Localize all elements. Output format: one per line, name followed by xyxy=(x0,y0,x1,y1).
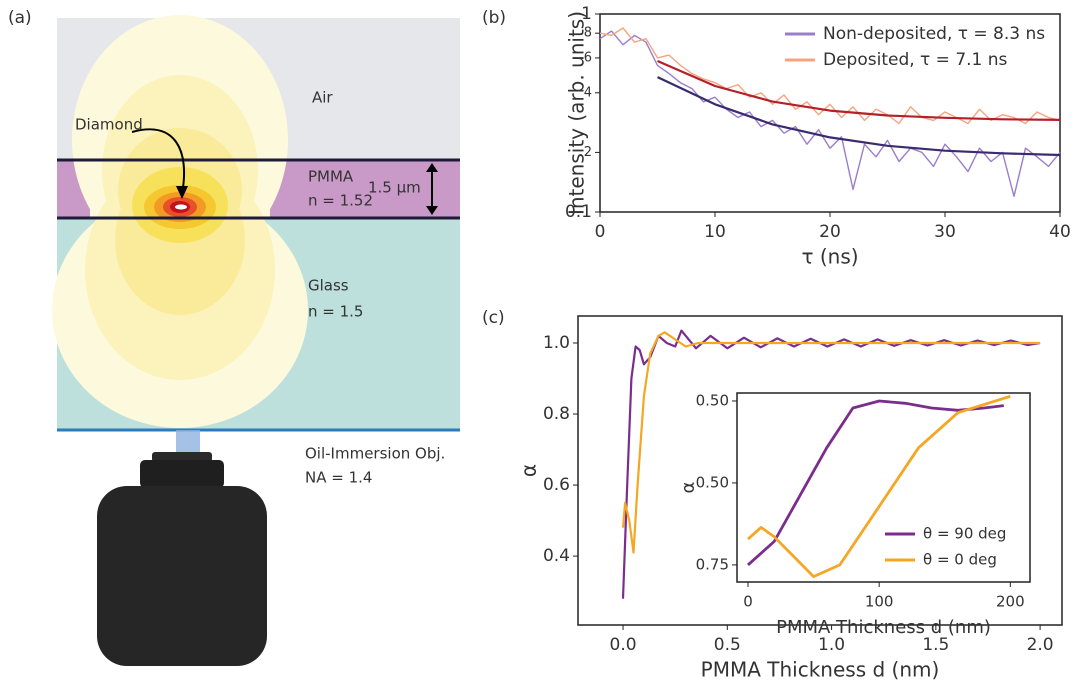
label: Air xyxy=(312,89,333,107)
objective-body xyxy=(97,486,267,666)
y-tick-label: 1.0 xyxy=(543,333,570,353)
y-tick-label: 0.8 xyxy=(543,404,570,424)
y-tick-label: 0.50 xyxy=(696,391,729,409)
x-tick-label: 200 xyxy=(996,593,1025,611)
x-tick-label: 0.5 xyxy=(714,635,741,655)
legend-label: θ = 0 deg xyxy=(923,551,997,569)
y-tick-label: 0.6 xyxy=(543,475,570,495)
x-tick-label: 0 xyxy=(595,222,606,242)
label: n = 1.52 xyxy=(308,192,373,210)
x-tick-label: 1.5 xyxy=(922,635,949,655)
y-tick-label: 2 xyxy=(584,145,592,160)
series-line xyxy=(599,27,1061,125)
label: Diamond xyxy=(75,116,143,134)
label: n = 1.5 xyxy=(308,303,363,321)
arrow xyxy=(131,128,186,195)
objective-tip xyxy=(152,452,212,462)
panel-label: (c) xyxy=(482,308,505,328)
y-tick-label: 4 xyxy=(584,85,592,100)
y-tick-label: 8 xyxy=(584,26,592,41)
x-axis-label: PMMA Thickness d (nm) xyxy=(701,658,940,682)
x-tick-label: 20 xyxy=(819,222,841,242)
x-tick-label: 1.0 xyxy=(818,635,845,655)
x-axis-label: τ (ns) xyxy=(801,245,858,269)
beam xyxy=(176,430,200,454)
x-tick-label: 0 xyxy=(743,593,753,611)
x-tick-label: 40 xyxy=(1049,222,1071,242)
y-tick-label: 6 xyxy=(584,50,592,65)
series-line xyxy=(657,76,1061,157)
arrowhead xyxy=(176,186,188,199)
series-line xyxy=(621,331,1041,554)
y-axis-label: α xyxy=(678,482,699,494)
panel-label: (b) xyxy=(482,8,506,28)
label: 1.5 μm xyxy=(368,179,421,197)
legend-label: Deposited, τ = 7.1 ns xyxy=(823,50,1008,70)
y-tick-label: 0.75 xyxy=(696,555,729,573)
label: NA = 1.4 xyxy=(305,469,372,487)
y-axis-label: α xyxy=(517,464,541,477)
y-tick-label: 1 xyxy=(581,4,592,24)
legend-label: θ = 90 deg xyxy=(923,525,1006,543)
series-line xyxy=(747,394,1011,578)
x-tick-label: 0.0 xyxy=(610,635,637,655)
x-tick-label: 10 xyxy=(704,222,726,242)
x-tick-label: 100 xyxy=(865,593,894,611)
y-tick-label: 0.1 xyxy=(565,202,592,222)
legend-label: Non-deposited, τ = 8.3 ns xyxy=(823,24,1045,44)
x-tick-label: 2.0 xyxy=(1027,635,1054,655)
x-axis-label: PMMA Thickness d (nm) xyxy=(776,617,991,638)
diagram: Air Diamond PMMA n = 1.52 1.5 μm Glass n… xyxy=(52,15,460,666)
label: Glass xyxy=(308,277,349,295)
y-tick-label: 0.4 xyxy=(543,546,570,566)
y-axis-label: Intensity (arb. units) xyxy=(565,11,589,215)
y-tick-label: 0.50 xyxy=(696,473,729,491)
series-line xyxy=(657,59,1061,121)
panel-label: (a) xyxy=(8,8,32,28)
objective-collar xyxy=(140,460,224,488)
label: Oil-Immersion Obj. xyxy=(305,445,445,463)
label: PMMA xyxy=(308,168,354,186)
x-tick-label: 30 xyxy=(934,222,956,242)
